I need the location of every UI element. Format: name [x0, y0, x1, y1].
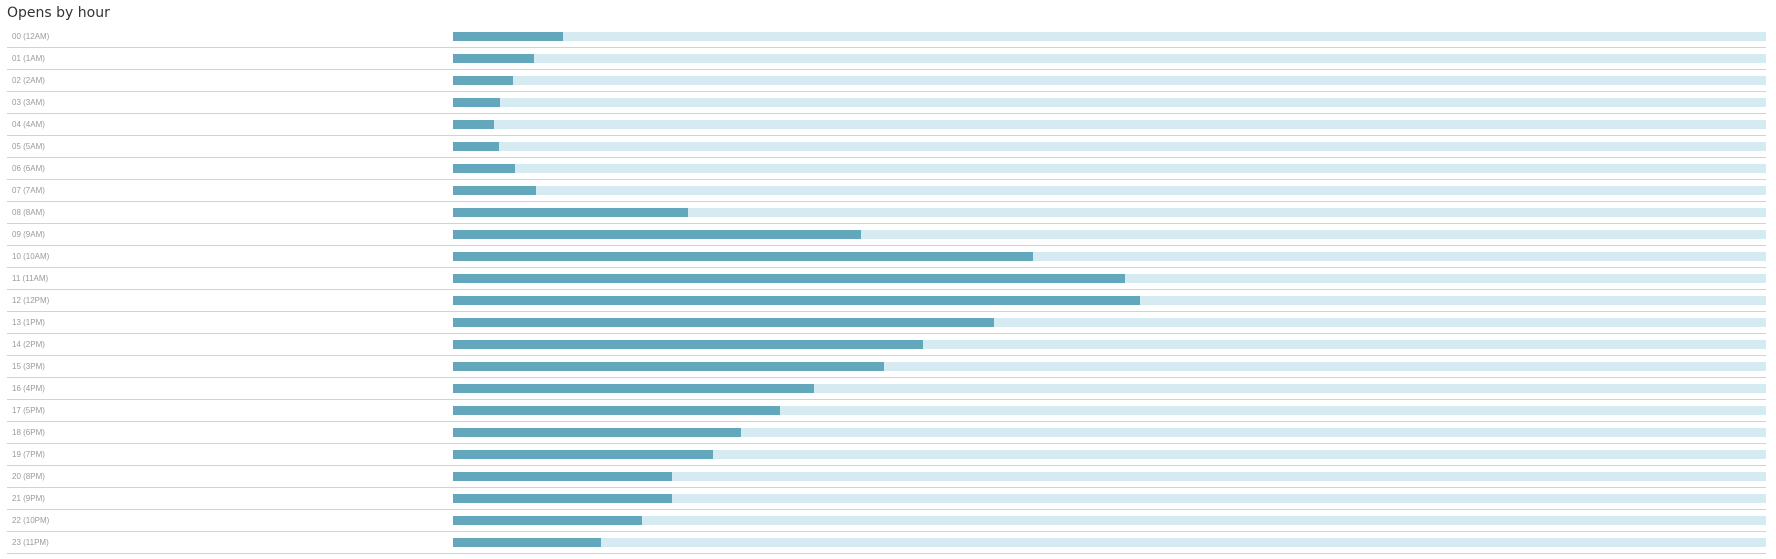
bar-track — [453, 428, 1766, 437]
chart-row: 00 (12AM) — [7, 26, 1766, 48]
bar — [453, 76, 513, 85]
bar-track — [453, 32, 1766, 41]
chart-row: 01 (1AM) — [7, 48, 1766, 70]
chart-title: Opens by hour — [7, 5, 110, 21]
bar-track — [453, 318, 1766, 327]
bar-track — [453, 340, 1766, 349]
category-label: 23 (11PM) — [12, 538, 49, 547]
category-label: 11 (11AM) — [12, 274, 49, 283]
category-label: 03 (3AM) — [12, 98, 45, 107]
chart-row: 20 (8PM) — [7, 466, 1766, 488]
chart-row: 12 (12PM) — [7, 290, 1766, 312]
chart-row: 23 (11PM) — [7, 532, 1766, 554]
category-label: 20 (8PM) — [12, 472, 45, 481]
category-label: 18 (6PM) — [12, 428, 45, 437]
category-label: 21 (9PM) — [12, 494, 45, 503]
bar — [453, 98, 500, 107]
bar-track — [453, 54, 1766, 63]
bar-track — [453, 186, 1766, 195]
chart-row: 06 (6AM) — [7, 158, 1766, 180]
bar-track — [453, 76, 1766, 85]
category-label: 13 (1PM) — [12, 318, 45, 327]
bar — [453, 252, 1033, 261]
bar-track — [453, 296, 1766, 305]
bar — [453, 406, 780, 415]
category-label: 01 (1AM) — [12, 54, 45, 63]
bar — [453, 296, 1140, 305]
chart-row: 17 (5PM) — [7, 400, 1766, 422]
chart-row: 02 (2AM) — [7, 70, 1766, 92]
chart-row: 03 (3AM) — [7, 92, 1766, 114]
bar-track — [453, 516, 1766, 525]
bar — [453, 472, 672, 481]
category-label: 14 (2PM) — [12, 340, 45, 349]
chart-row: 04 (4AM) — [7, 114, 1766, 136]
category-label: 19 (7PM) — [12, 450, 45, 459]
bar — [453, 120, 494, 129]
bar — [453, 384, 814, 393]
bar-track — [453, 406, 1766, 415]
category-label: 22 (10PM) — [12, 516, 50, 525]
category-label: 09 (9AM) — [12, 230, 45, 239]
bar-track — [453, 230, 1766, 239]
bar-track — [453, 384, 1766, 393]
category-label: 02 (2AM) — [12, 76, 45, 85]
category-label: 05 (5AM) — [12, 142, 45, 151]
bar — [453, 142, 499, 151]
bar-track — [453, 252, 1766, 261]
bar — [453, 274, 1125, 283]
bar-track — [453, 164, 1766, 173]
chart-row: 16 (4PM) — [7, 378, 1766, 400]
category-label: 17 (5PM) — [12, 406, 45, 415]
bar — [453, 54, 534, 63]
bar — [453, 318, 994, 327]
chart-row: 09 (9AM) — [7, 224, 1766, 246]
bar — [453, 340, 923, 349]
bar — [453, 494, 672, 503]
category-label: 00 (12AM) — [12, 32, 50, 41]
category-label: 08 (8AM) — [12, 208, 45, 217]
category-label: 16 (4PM) — [12, 384, 45, 393]
chart-row: 05 (5AM) — [7, 136, 1766, 158]
category-label: 04 (4AM) — [12, 120, 45, 129]
category-label: 10 (10AM) — [12, 252, 50, 261]
bar-track — [453, 362, 1766, 371]
chart-row: 19 (7PM) — [7, 444, 1766, 466]
bar-track — [453, 142, 1766, 151]
bar — [453, 208, 688, 217]
bar-track — [453, 120, 1766, 129]
bar-track — [453, 472, 1766, 481]
chart-row: 07 (7AM) — [7, 180, 1766, 202]
chart-row: 14 (2PM) — [7, 334, 1766, 356]
bar — [453, 516, 642, 525]
bar — [453, 32, 563, 41]
chart-row: 08 (8AM) — [7, 202, 1766, 224]
bar-track — [453, 274, 1766, 283]
bar-track — [453, 208, 1766, 217]
chart-row: 11 (11AM) — [7, 268, 1766, 290]
chart-row: 21 (9PM) — [7, 488, 1766, 510]
bar — [453, 538, 601, 547]
category-label: 15 (3PM) — [12, 362, 45, 371]
bar-track — [453, 494, 1766, 503]
chart-row: 13 (1PM) — [7, 312, 1766, 334]
category-label: 06 (6AM) — [12, 164, 45, 173]
bar — [453, 186, 536, 195]
chart-row: 22 (10PM) — [7, 510, 1766, 532]
bar — [453, 450, 713, 459]
category-label: 07 (7AM) — [12, 186, 45, 195]
bar — [453, 362, 884, 371]
bar — [453, 428, 741, 437]
bar-track — [453, 450, 1766, 459]
bar-track — [453, 538, 1766, 547]
category-label: 12 (12PM) — [12, 296, 50, 305]
chart-row: 10 (10AM) — [7, 246, 1766, 268]
bar — [453, 164, 515, 173]
chart-row: 15 (3PM) — [7, 356, 1766, 378]
bar-track — [453, 98, 1766, 107]
bar — [453, 230, 861, 239]
opens-by-hour-bar-chart: 00 (12AM) 01 (1AM) 02 (2AM) 03 (3AM) 04 (4AM… — [7, 26, 1766, 554]
chart-row: 18 (6PM) — [7, 422, 1766, 444]
